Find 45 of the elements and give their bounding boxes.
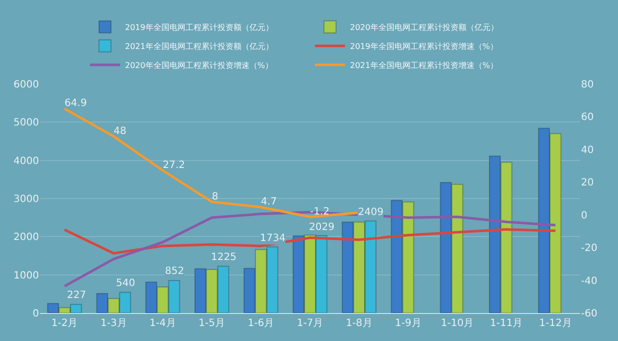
y2-tick-label: -60: [581, 308, 598, 320]
data-label: 48: [114, 126, 126, 137]
data-label: 2409: [358, 207, 384, 218]
y-tick-label: 2000: [14, 232, 39, 244]
x-tick-label: 1-5月: [198, 318, 225, 329]
x-tick-label: 1-3月: [100, 318, 127, 329]
x-tick-label: 1-2月: [51, 318, 78, 329]
x-tick-label: 1-9月: [395, 318, 422, 329]
y-tick-label: 0: [32, 308, 39, 320]
data-label: 1734: [260, 233, 286, 244]
y-tick-label: 4000: [14, 156, 39, 167]
y-tick-label: 6000: [14, 80, 39, 90]
x-tick-label: 1-11月: [490, 318, 523, 329]
y-tick-label: 1000: [14, 270, 39, 282]
x-tick-label: 1-4月: [150, 318, 176, 329]
y2-tick-label: 20: [581, 178, 594, 189]
data-label: 27.2: [162, 160, 185, 171]
legend-label: 2020年全国电网工程累计投资增速（%）: [125, 61, 273, 70]
legend-label: 2020年全国电网工程累计投资额（亿元）: [350, 23, 498, 32]
data-label: 64.9: [64, 98, 87, 110]
data-label: 2029: [309, 222, 334, 233]
data-label: 227: [67, 290, 86, 301]
y2-tick-label: 0: [581, 210, 588, 222]
data-label: 540: [116, 278, 136, 289]
legend-label: 2019年全国电网工程累计投资额（亿元）: [125, 23, 274, 32]
x-tick-label: 1-6月: [248, 318, 274, 329]
legend-label: 2021年全国电网工程累计投资增速（%）: [350, 61, 498, 70]
data-label: 8: [212, 191, 218, 202]
data-label: 852: [165, 266, 184, 277]
y2-tick-label: 80: [581, 80, 594, 90]
y2-tick-label: -20: [581, 243, 598, 254]
y-tick-label: 5000: [14, 118, 39, 129]
x-tick-label: 1-8月: [346, 318, 372, 329]
x-tick-label: 1-7月: [296, 318, 324, 329]
data-label: 4.7: [260, 196, 277, 208]
y2-tick-label: 60: [581, 112, 594, 124]
y2-tick-label: -40: [581, 276, 598, 287]
x-tick-label: 1-12月: [539, 318, 572, 329]
y2-tick-label: 40: [581, 144, 594, 156]
data-label: 1225: [211, 252, 236, 263]
data-label: -1.2: [310, 206, 330, 218]
x-tick-label: 1-10月: [440, 318, 474, 329]
legend-label: 2021年全国电网工程累计投资额（亿元）: [125, 42, 274, 52]
legend-label: 2019年全国电网工程累计投资增速（%）: [350, 42, 498, 52]
y-tick-label: 3000: [14, 194, 39, 205]
